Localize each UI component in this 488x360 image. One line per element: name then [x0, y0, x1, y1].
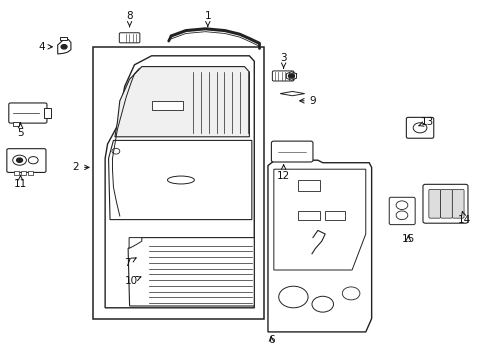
Text: 14: 14 [457, 211, 470, 225]
Circle shape [17, 158, 22, 162]
Text: 7: 7 [123, 258, 136, 268]
Polygon shape [58, 40, 71, 54]
FancyBboxPatch shape [271, 141, 312, 162]
Bar [298, 211, 320, 220]
Polygon shape [273, 169, 365, 270]
Bar [14, 171, 19, 175]
Bar [13, 122, 19, 126]
Polygon shape [108, 140, 251, 220]
Polygon shape [105, 56, 254, 308]
Text: 12: 12 [276, 165, 290, 181]
Bar [21, 171, 26, 175]
Text: 15: 15 [401, 234, 414, 244]
FancyBboxPatch shape [451, 189, 463, 218]
Bar [298, 180, 320, 191]
Text: 10: 10 [124, 276, 141, 286]
FancyBboxPatch shape [440, 189, 451, 218]
Text: 3: 3 [280, 53, 286, 68]
FancyBboxPatch shape [7, 149, 46, 172]
Circle shape [61, 45, 67, 49]
Polygon shape [115, 67, 249, 137]
FancyBboxPatch shape [9, 103, 47, 123]
Text: 1: 1 [204, 11, 211, 27]
Bar [325, 211, 344, 220]
Bar [60, 37, 66, 40]
Bar [151, 101, 183, 110]
FancyBboxPatch shape [119, 33, 140, 43]
Text: 2: 2 [72, 162, 89, 172]
Polygon shape [267, 160, 371, 332]
Circle shape [288, 74, 294, 78]
Bar [93, 47, 264, 319]
Text: 13: 13 [418, 117, 434, 127]
FancyBboxPatch shape [272, 71, 293, 81]
Text: 4: 4 [38, 42, 52, 52]
Text: 9: 9 [299, 96, 316, 106]
Bar [44, 108, 51, 118]
FancyBboxPatch shape [422, 184, 467, 223]
FancyBboxPatch shape [428, 189, 440, 218]
Polygon shape [128, 238, 254, 306]
FancyBboxPatch shape [406, 117, 433, 138]
Text: 8: 8 [126, 11, 133, 27]
FancyBboxPatch shape [388, 197, 414, 225]
Bar [28, 171, 33, 175]
Text: 6: 6 [267, 335, 274, 345]
Ellipse shape [167, 176, 194, 184]
Polygon shape [129, 238, 142, 248]
Text: 5: 5 [17, 123, 24, 138]
Polygon shape [280, 91, 304, 96]
Text: 11: 11 [14, 175, 27, 189]
